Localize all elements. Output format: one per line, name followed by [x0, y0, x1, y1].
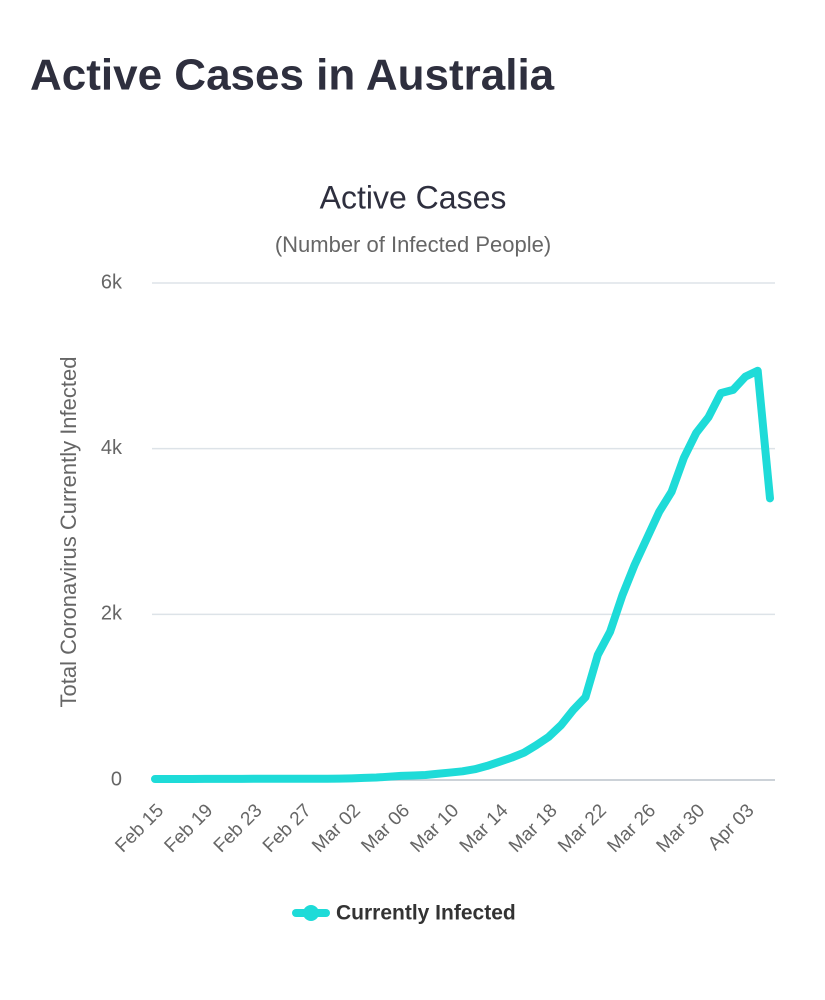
x-tick-label: Mar 14 [456, 800, 513, 857]
x-tick-label: Mar 22 [554, 800, 611, 857]
line-series [151, 366, 774, 784]
x-tick-label: Mar 06 [357, 800, 414, 857]
x-tick-label: Feb 15 [111, 800, 168, 857]
x-tick-label: Mar 02 [308, 800, 365, 857]
y-tick-label: 4k [101, 437, 123, 459]
x-tick-label: Apr 03 [704, 800, 758, 854]
x-tick-label: Feb 19 [161, 800, 218, 857]
x-tick-label: Mar 18 [505, 800, 562, 857]
y-axis-label: Total Coronavirus Currently Infected [56, 357, 81, 708]
x-tick-label: Mar 30 [653, 800, 710, 857]
y-tick-label: 6k [101, 271, 123, 293]
x-tick-label: Mar 10 [407, 800, 464, 857]
legend-marker-dot [303, 905, 319, 921]
x-tick-label: Feb 27 [259, 800, 316, 857]
chart-subtitle: (Number of Infected People) [275, 232, 551, 257]
chart-title: Active Cases [320, 179, 507, 215]
y-tick-label: 2k [101, 603, 123, 625]
x-tick-label: Mar 26 [603, 800, 660, 857]
y-tick-label: 0 [111, 768, 122, 790]
x-tick-label: Feb 23 [210, 800, 267, 857]
legend-label: Currently Infected [336, 902, 516, 925]
page-title: Active Cases in Australia [30, 51, 555, 100]
